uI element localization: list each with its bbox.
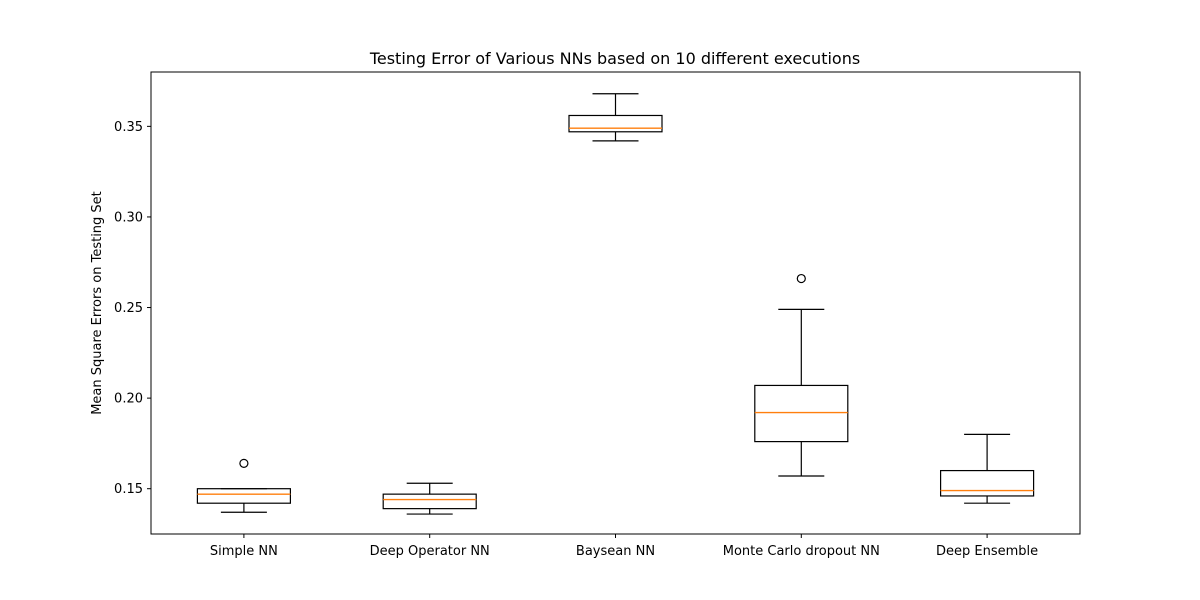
iqr-box xyxy=(382,493,477,510)
outlier-point xyxy=(796,273,806,284)
plot-area: 0.15 0.20 0.25 0.30 0.35 Simple NN Deep Operat… xyxy=(114,93,1038,559)
y-tick-label: 0.15 xyxy=(114,482,143,497)
y-tick-label: 0.30 xyxy=(114,210,143,225)
x-tick-label: Deep Operator NN xyxy=(370,544,490,559)
y-tick-label: 0.35 xyxy=(114,120,143,135)
x-tick-label: Simple NN xyxy=(210,544,278,559)
x-tick-label: Baysean NN xyxy=(576,544,655,559)
y-axis-label: Mean Square Errors on Testing Set xyxy=(90,191,105,415)
iqr-box xyxy=(568,114,663,133)
y-tick-label: 0.20 xyxy=(114,392,143,407)
iqr-box xyxy=(196,488,291,504)
iqr-box xyxy=(939,469,1035,497)
outlier-point xyxy=(239,458,249,468)
axes-frame xyxy=(150,71,1081,535)
x-tick-label: Deep Ensemble xyxy=(936,544,1038,559)
chart-title: Testing Error of Various NNs based on 10… xyxy=(369,49,860,68)
iqr-box xyxy=(754,384,849,443)
x-tick-label: Monte Carlo dropout NN xyxy=(723,544,880,559)
y-tick-label: 0.25 xyxy=(114,301,143,316)
